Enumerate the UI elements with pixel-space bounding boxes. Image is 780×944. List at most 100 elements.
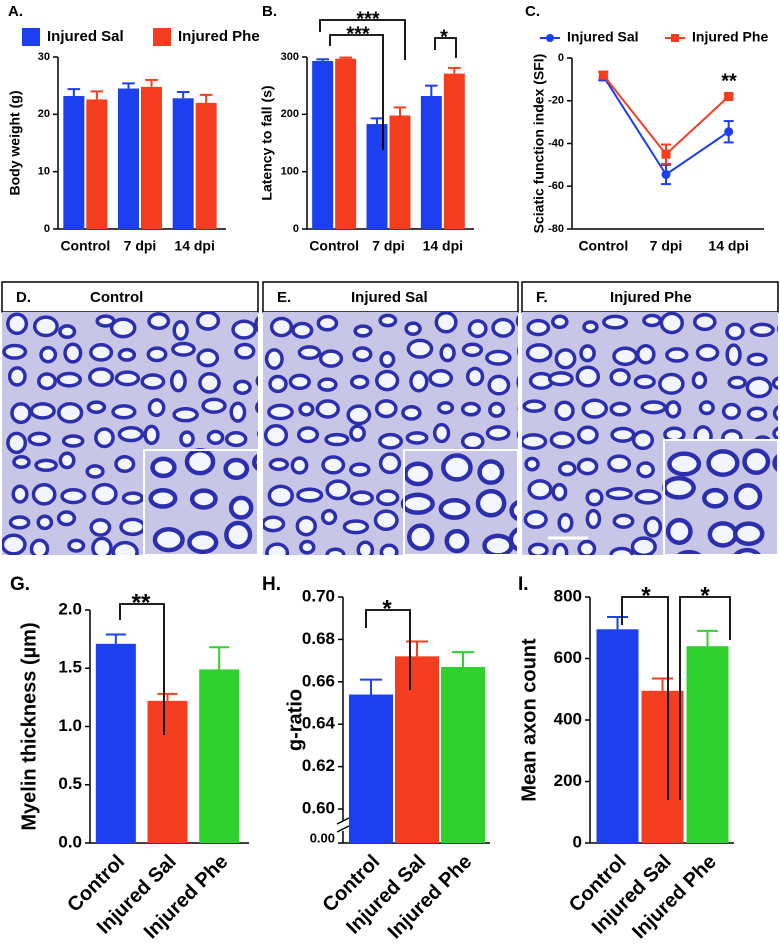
axon	[89, 342, 114, 362]
axon	[727, 375, 747, 390]
inset-border	[403, 449, 518, 555]
y-tick-label: -20	[548, 95, 564, 107]
y-tick-label: -80	[548, 223, 564, 235]
axon	[263, 424, 289, 447]
axon	[407, 523, 435, 551]
marker	[661, 149, 671, 159]
axon	[11, 484, 29, 504]
axon	[547, 371, 574, 387]
axon	[488, 401, 506, 418]
x-tick-label: 14 dpi	[423, 238, 463, 254]
panel-title: Injured Phe	[610, 289, 692, 306]
bar	[349, 694, 393, 843]
axon	[464, 569, 488, 587]
panel-label: G.	[10, 574, 30, 595]
axon	[317, 377, 338, 392]
axon	[63, 342, 83, 364]
axon	[297, 426, 320, 444]
axon	[643, 516, 663, 538]
axon	[443, 571, 468, 592]
axon	[171, 341, 196, 357]
significance-bracket	[119, 603, 165, 735]
axon	[143, 424, 160, 446]
axon	[296, 487, 324, 503]
axon	[92, 568, 110, 581]
axon	[579, 344, 596, 363]
axon	[58, 451, 76, 470]
axon	[634, 489, 662, 505]
axon	[526, 318, 551, 337]
axon	[487, 561, 508, 581]
axon	[662, 475, 696, 500]
axon	[152, 527, 185, 553]
axon	[406, 338, 434, 359]
axon	[315, 399, 340, 419]
axon	[487, 374, 511, 396]
axon	[318, 349, 344, 368]
axon	[698, 400, 715, 416]
axon	[609, 546, 634, 555]
axon	[434, 312, 458, 334]
axon	[353, 324, 373, 338]
axon	[355, 574, 369, 590]
axon	[401, 405, 422, 421]
axon	[403, 461, 433, 487]
y-tick-label: 0	[558, 52, 564, 64]
axon	[179, 430, 195, 448]
axon	[58, 324, 77, 340]
axon	[206, 429, 225, 445]
axon	[189, 488, 218, 510]
axon	[378, 452, 402, 475]
axon	[439, 343, 456, 363]
y-tick-label: 300	[281, 51, 299, 63]
axon	[316, 314, 339, 332]
axon	[29, 538, 50, 555]
axon	[6, 431, 28, 455]
inset-border	[663, 439, 778, 555]
axon	[34, 458, 58, 473]
axon	[267, 484, 294, 507]
x-tick-label: Control	[60, 238, 110, 254]
axon	[577, 539, 597, 555]
x-tick-label: 7 dpi	[124, 238, 157, 254]
axon	[732, 547, 762, 555]
axon	[10, 402, 32, 425]
axon	[295, 515, 317, 537]
axon	[549, 431, 575, 449]
axis-break-gap	[339, 821, 347, 831]
bar	[596, 629, 639, 843]
axon	[491, 317, 516, 338]
axon	[66, 566, 85, 581]
axon	[509, 499, 518, 522]
axon	[552, 542, 569, 555]
bar	[141, 86, 162, 230]
chart-panel: I.Mean axon count0200400600800ControlInj…	[518, 574, 734, 943]
axon	[691, 371, 708, 390]
axon	[231, 319, 257, 340]
axon	[12, 454, 31, 469]
marker	[724, 91, 734, 101]
bar	[641, 690, 684, 843]
axon	[201, 397, 227, 414]
panel-header	[521, 281, 779, 313]
axon	[8, 515, 31, 530]
axon	[269, 316, 294, 338]
axon	[612, 564, 628, 582]
axon	[223, 457, 250, 481]
axon	[227, 568, 244, 579]
axon	[117, 347, 137, 362]
axon	[325, 479, 351, 501]
axon	[554, 400, 575, 422]
axon	[732, 521, 765, 546]
axon	[373, 509, 399, 532]
marker	[598, 70, 608, 80]
axon	[298, 401, 315, 417]
axon	[94, 427, 115, 449]
axon	[56, 371, 83, 388]
axon	[234, 342, 256, 360]
axon	[150, 456, 177, 479]
axon	[582, 320, 599, 334]
axon	[531, 568, 547, 579]
axon	[551, 314, 569, 330]
axon	[140, 373, 166, 390]
